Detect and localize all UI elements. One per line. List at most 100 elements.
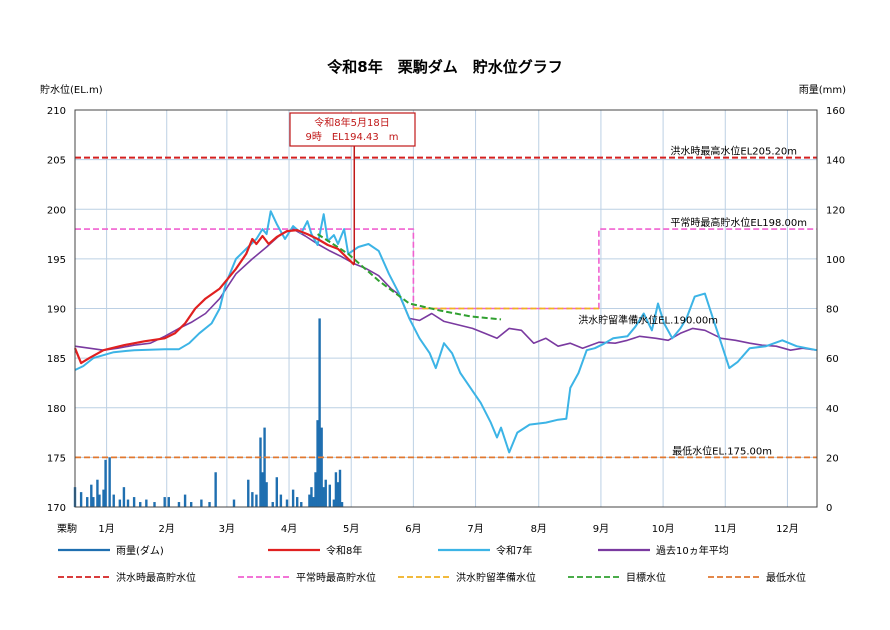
rain-bar bbox=[300, 502, 303, 507]
rain-bar bbox=[255, 494, 258, 507]
rain-bar bbox=[86, 497, 89, 507]
rain-bar bbox=[259, 437, 262, 507]
right-tick-label: 140 bbox=[826, 156, 845, 167]
rainfall-bars bbox=[73, 318, 344, 507]
right-tick-label: 80 bbox=[826, 305, 839, 316]
rain-bar bbox=[214, 472, 217, 507]
rain-bar bbox=[79, 492, 83, 507]
rain-bar bbox=[90, 484, 93, 507]
plot-frame bbox=[74, 109, 818, 508]
rain-bar bbox=[285, 499, 289, 507]
month-tick-label: 8月 bbox=[531, 523, 547, 535]
flood-reserve-label: 洪水貯留準備水位EL.190.00m bbox=[578, 314, 718, 327]
rain-bar bbox=[167, 497, 170, 507]
legend-label-min: 最低水位 bbox=[766, 571, 806, 584]
rain-bar bbox=[163, 497, 166, 507]
rain-bar bbox=[328, 484, 332, 507]
rain-bar bbox=[208, 502, 211, 507]
right-tick-label: 40 bbox=[826, 404, 839, 415]
series-line-r8 bbox=[73, 229, 356, 365]
legend-label-flood_max: 洪水時最高貯水位 bbox=[116, 571, 196, 584]
annotations: 洪水時最高水位EL205.20m 平常時最高貯水位EL198.00m 洪水貯留準備水… bbox=[578, 145, 807, 458]
rain-bar bbox=[247, 479, 250, 507]
rain-bar bbox=[310, 487, 313, 507]
month-tick-label: 6月 bbox=[405, 523, 421, 535]
right-tick-label: 120 bbox=[826, 205, 845, 216]
rain-bar bbox=[271, 502, 274, 507]
legend-label-rain: 雨量(ダム) bbox=[116, 544, 164, 557]
rain-bar bbox=[324, 479, 327, 507]
month-tick-label: 11月 bbox=[714, 523, 737, 535]
rain-bar bbox=[291, 489, 295, 507]
month-tick-label: 3月 bbox=[219, 523, 235, 535]
left-tick-label: 190 bbox=[47, 305, 66, 316]
reference-lines bbox=[75, 156, 817, 459]
month-tick-label: 7月 bbox=[467, 523, 483, 535]
month-tick-label: 5月 bbox=[343, 523, 359, 535]
month-tick-label: 10月 bbox=[652, 523, 675, 535]
right-tick-label: 20 bbox=[826, 453, 839, 464]
left-tick-label: 185 bbox=[47, 354, 66, 365]
rain-bar bbox=[139, 502, 142, 507]
callout-line2: 9時 EL194.43 m bbox=[306, 131, 399, 143]
callout-line1: 令和8年5月18日 bbox=[314, 116, 389, 129]
rain-bar bbox=[275, 477, 279, 507]
rain-bar bbox=[263, 427, 266, 507]
rain-bar bbox=[189, 502, 193, 507]
left-tick-label: 205 bbox=[47, 156, 66, 167]
right-tick-label: 160 bbox=[826, 106, 845, 117]
legend-label-flood_reserve: 洪水貯留準備水位 bbox=[456, 571, 536, 584]
rain-bar bbox=[96, 479, 99, 507]
flood-max-label: 洪水時最高水位EL205.20m bbox=[670, 145, 797, 158]
right-tick-label: 100 bbox=[826, 255, 845, 266]
month-tick-label: 4月 bbox=[281, 523, 297, 535]
chart-title: 令和8年 栗駒ダム 貯水位グラフ bbox=[327, 58, 562, 76]
rain-bar bbox=[295, 497, 299, 507]
rain-bar bbox=[312, 497, 315, 507]
legend-label-avg10: 過去10ヵ年平均 bbox=[656, 544, 729, 557]
left-tick-label: 170 bbox=[47, 503, 66, 514]
rain-bar bbox=[104, 459, 107, 507]
rain-bar bbox=[318, 318, 321, 507]
rain-bar bbox=[279, 494, 283, 507]
axis-ticks: 1月 2月 3月 4月 5月 6月 7月 8月 9月 10月 11月 12月 170 175 180 185 1… bbox=[47, 106, 845, 535]
rain-bar bbox=[153, 502, 156, 507]
callout-box: 令和8年5月18日 9時 EL194.43 m bbox=[289, 112, 416, 265]
rain-bar bbox=[118, 499, 122, 507]
rain-bar bbox=[183, 494, 187, 507]
normal-max-line bbox=[75, 228, 817, 310]
series-line-r7 bbox=[74, 210, 818, 454]
rain-bar bbox=[322, 487, 325, 507]
legend-label-normal_max: 平常時最高貯水位 bbox=[296, 571, 376, 584]
rain-bar bbox=[108, 457, 111, 507]
left-tick-label: 210 bbox=[47, 106, 66, 117]
legend-label-r8: 令和8年 bbox=[326, 544, 362, 557]
series-line-avg10 bbox=[74, 228, 818, 352]
series-lines bbox=[73, 210, 818, 454]
rain-bar bbox=[308, 494, 311, 507]
left-tick-label: 195 bbox=[47, 255, 66, 266]
rain-bar bbox=[332, 499, 336, 507]
month-tick-label: 12月 bbox=[776, 523, 799, 535]
rain-bar bbox=[102, 489, 105, 507]
rain-bar bbox=[261, 472, 264, 507]
right-tick-label: 0 bbox=[826, 503, 832, 514]
rain-bar bbox=[132, 497, 136, 507]
rain-bar bbox=[177, 502, 181, 507]
left-tick-label: 180 bbox=[47, 404, 66, 415]
rain-bar bbox=[98, 494, 101, 507]
rain-bar bbox=[251, 492, 254, 507]
rain-bar bbox=[340, 502, 344, 507]
rain-bar bbox=[336, 482, 340, 507]
rain-bar bbox=[122, 487, 126, 507]
normal-max-label: 平常時最高貯水位EL198.00m bbox=[670, 216, 807, 229]
month-tick-label: 1月 bbox=[98, 523, 114, 535]
x-corner-label: 栗駒 bbox=[57, 523, 77, 535]
rain-bar bbox=[265, 482, 268, 507]
month-tick-label: 2月 bbox=[159, 523, 175, 535]
rain-bar bbox=[316, 420, 319, 507]
legend-label-r7: 令和7年 bbox=[496, 544, 532, 557]
left-tick-label: 200 bbox=[47, 205, 66, 216]
left-tick-label: 175 bbox=[47, 453, 66, 464]
